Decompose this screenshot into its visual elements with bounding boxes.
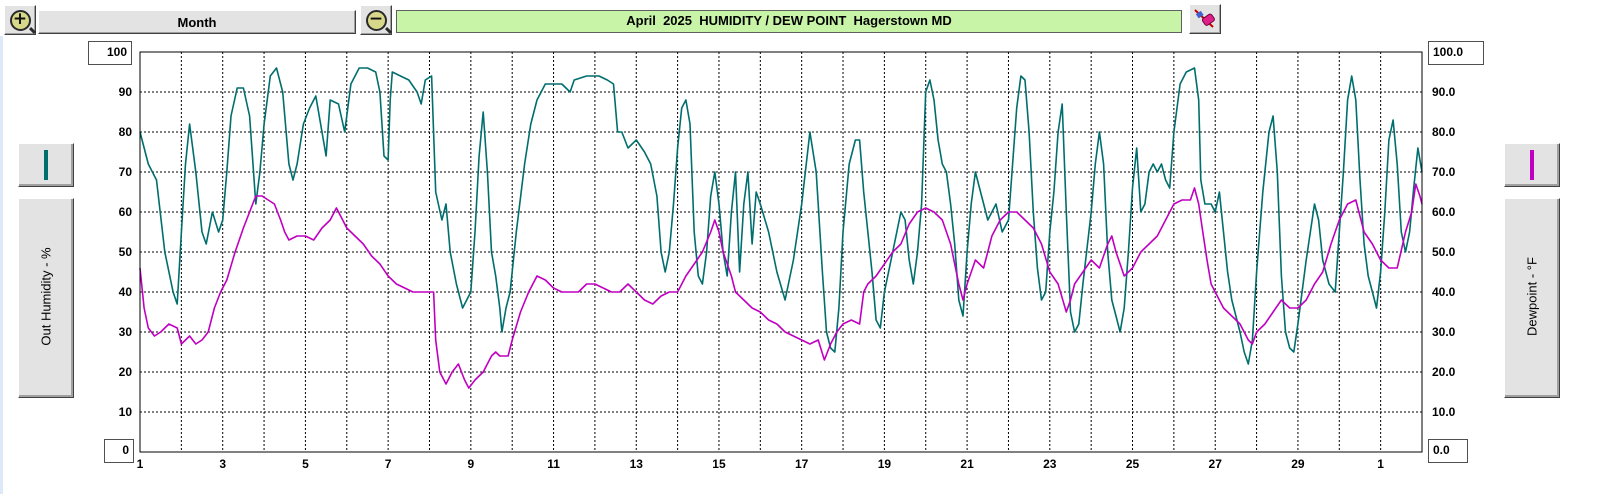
right-axis-max-label: 100.0 — [1428, 41, 1484, 65]
y2-tick-label: 70.0 — [1432, 165, 1456, 179]
dewpoint-axis-button[interactable]: Dewpoint - °F — [1504, 198, 1560, 398]
y2-tick-label: 30.0 — [1432, 325, 1456, 339]
y-tick-label: 40 — [119, 285, 133, 299]
x-tick-label: 1 — [137, 457, 144, 471]
zoom-in-icon: + — [9, 9, 31, 31]
x-tick-label: 25 — [1126, 457, 1140, 471]
eraser-tool-button[interactable] — [1189, 4, 1221, 34]
plot-frame — [139, 51, 1423, 453]
humidity-series-line — [139, 67, 1423, 365]
y-tick-label: 90 — [119, 85, 133, 99]
x-tick-label: 19 — [878, 457, 892, 471]
y-tick-label: 70 — [119, 165, 133, 179]
zoom-in-button[interactable]: + — [4, 5, 36, 35]
x-tick-label: 23 — [1043, 457, 1057, 471]
x-tick-label: 21 — [960, 457, 974, 471]
y-tick-label: 50 — [119, 245, 133, 259]
x-tick-label: 7 — [385, 457, 392, 471]
dewpoint-legend-button[interactable] — [1504, 143, 1560, 187]
chart-series — [139, 67, 1423, 389]
x-tick-label: 1 — [1377, 457, 1384, 471]
dewpoint-legend-swatch — [1530, 150, 1534, 180]
x-tick-label: 29 — [1291, 457, 1305, 471]
humidity-axis-button[interactable]: Out Humidity - % — [18, 198, 74, 398]
y-tick-label: 60 — [119, 205, 133, 219]
y2-tick-label: 10.0 — [1432, 405, 1456, 419]
x-tick-label: 5 — [302, 457, 309, 471]
right-axis-min-label: 0.0 — [1428, 439, 1468, 463]
dewpoint-series-line — [139, 183, 1423, 389]
y-tick-label: 10 — [119, 405, 133, 419]
zoom-out-button[interactable]: − — [360, 5, 392, 35]
y-tick-label: 30 — [119, 325, 133, 339]
tick-labels: 10 20 30 40 50 60 70 80 90 10.0 20.0 30.0 40.0 50.0 60… — [119, 85, 1456, 471]
x-tick-label: 17 — [795, 457, 809, 471]
y-tick-label: 20 — [119, 365, 133, 379]
humidity-legend-swatch — [44, 150, 48, 180]
y2-tick-label: 40.0 — [1432, 285, 1456, 299]
y2-tick-label: 20.0 — [1432, 365, 1456, 379]
left-axis-min-label: 0 — [104, 439, 134, 463]
x-tick-label: 11 — [547, 457, 560, 471]
plot-border — [139, 51, 1423, 453]
y2-tick-label: 60.0 — [1432, 205, 1456, 219]
paint-eraser-icon — [1194, 9, 1215, 28]
zoom-out-icon: − — [365, 9, 387, 31]
left-axis-max-label: 100 — [88, 41, 132, 65]
chart-title: April 2025 HUMIDITY / DEW POINT Hagersto… — [396, 10, 1182, 33]
x-tick-label: 27 — [1209, 457, 1223, 471]
range-button[interactable]: Month — [38, 10, 356, 34]
x-tick-label: 9 — [467, 457, 474, 471]
x-tick-label: 15 — [712, 457, 726, 471]
y2-tick-label: 90.0 — [1432, 85, 1456, 99]
y-tick-label: 80 — [119, 125, 133, 139]
chart-grid — [140, 52, 1423, 452]
y2-tick-label: 50.0 — [1432, 245, 1456, 259]
window-edge — [0, 36, 3, 494]
x-tick-label: 13 — [630, 457, 644, 471]
y2-tick-label: 80.0 — [1432, 125, 1456, 139]
x-tick-label: 3 — [219, 457, 226, 471]
humidity-legend-button[interactable] — [18, 143, 74, 187]
